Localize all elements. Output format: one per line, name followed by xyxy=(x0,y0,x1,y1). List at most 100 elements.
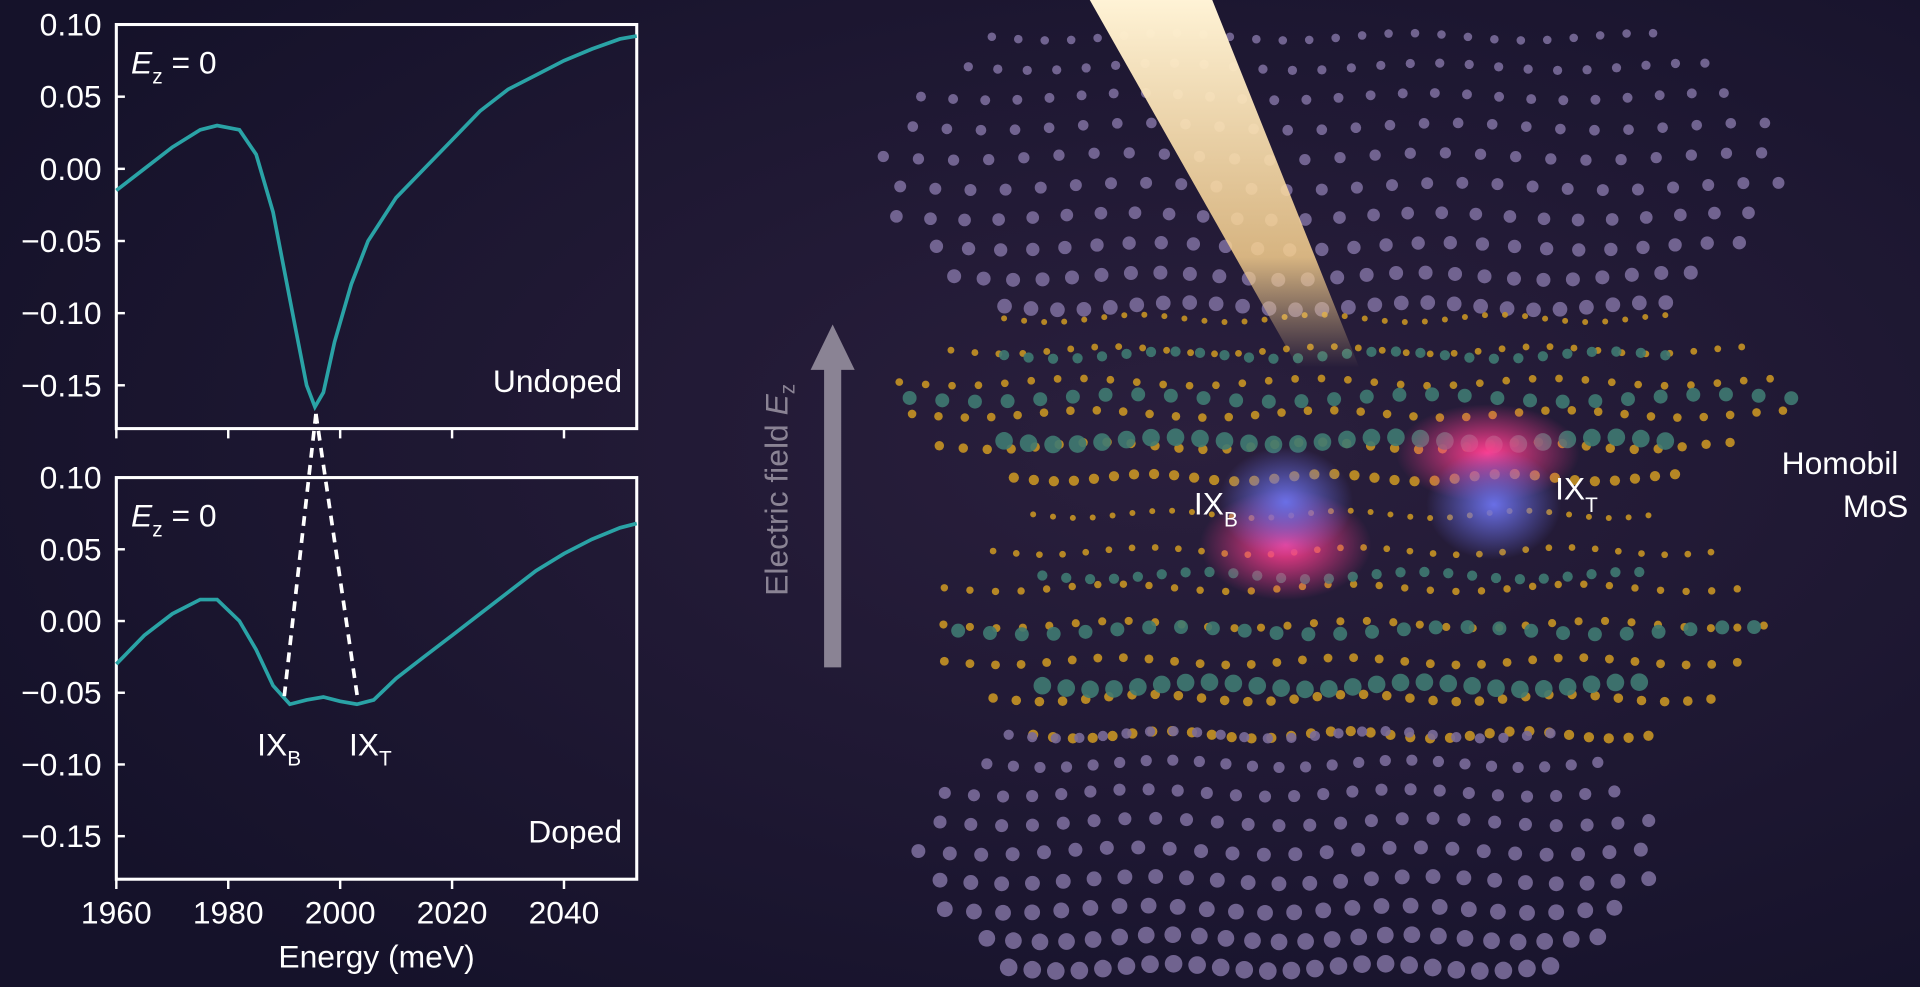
atom xyxy=(877,150,889,163)
atom xyxy=(1405,58,1415,69)
atom xyxy=(1361,315,1368,322)
atom xyxy=(982,444,992,455)
atom xyxy=(1240,434,1258,453)
atom xyxy=(1395,812,1409,826)
atom xyxy=(1508,846,1523,861)
atom xyxy=(1720,147,1733,159)
atom xyxy=(1241,817,1255,831)
atom xyxy=(1423,381,1431,390)
y-tick-label: −0.05 xyxy=(21,223,102,259)
atom xyxy=(1040,36,1050,45)
atom xyxy=(983,626,997,640)
atom xyxy=(1366,346,1377,358)
atom xyxy=(1272,679,1290,697)
atom xyxy=(991,587,1000,596)
atom xyxy=(1504,726,1515,737)
atom xyxy=(963,62,973,72)
atom xyxy=(1373,898,1390,914)
atom xyxy=(994,876,1010,892)
atom xyxy=(1552,301,1568,317)
atom xyxy=(1261,316,1268,323)
atom xyxy=(1105,546,1113,554)
atom xyxy=(1382,409,1392,419)
atom xyxy=(961,241,976,256)
atom xyxy=(1630,657,1640,666)
atom xyxy=(1474,696,1485,706)
atom xyxy=(1630,673,1649,691)
atom xyxy=(1235,960,1254,979)
atom xyxy=(1603,733,1614,744)
atom xyxy=(1201,317,1208,324)
atom xyxy=(1477,587,1486,595)
atom xyxy=(1060,761,1073,773)
atom xyxy=(1397,88,1408,99)
atom xyxy=(1463,32,1473,42)
atom xyxy=(1621,392,1635,407)
atom xyxy=(1683,696,1693,706)
atom xyxy=(1537,212,1551,226)
atom xyxy=(941,123,953,135)
atom xyxy=(1569,474,1580,486)
atom xyxy=(1190,927,1208,945)
atom xyxy=(995,432,1013,450)
atom xyxy=(1565,272,1580,287)
atom xyxy=(929,239,944,253)
atom xyxy=(1193,755,1205,768)
annotation: Ez = 0 xyxy=(131,45,217,89)
atom xyxy=(1076,90,1087,101)
atom xyxy=(1108,88,1119,99)
atom xyxy=(1036,551,1043,559)
atom xyxy=(1148,468,1160,480)
atom xyxy=(1034,761,1046,774)
atom xyxy=(1303,406,1313,415)
atom xyxy=(1673,413,1682,422)
atom xyxy=(958,443,968,453)
atom xyxy=(1111,928,1129,946)
atom xyxy=(1042,585,1051,593)
atom xyxy=(1336,617,1345,626)
atom xyxy=(1562,571,1573,582)
atom xyxy=(1282,961,1301,980)
atom xyxy=(1367,208,1380,222)
atom xyxy=(1456,870,1472,886)
atom xyxy=(1402,349,1410,357)
atom xyxy=(1715,620,1730,635)
atom xyxy=(1409,412,1418,421)
atom xyxy=(1006,272,1021,287)
y-tick-label: 0.05 xyxy=(40,79,102,115)
atom xyxy=(1539,242,1554,256)
atom xyxy=(1058,240,1072,255)
atom xyxy=(1299,213,1312,226)
atom xyxy=(1011,695,1022,706)
atom xyxy=(1627,618,1636,627)
atom xyxy=(1315,183,1328,196)
atom xyxy=(1145,346,1157,358)
atom xyxy=(1194,844,1209,859)
atom xyxy=(1386,179,1399,192)
atom xyxy=(1230,624,1239,633)
atom xyxy=(1320,680,1338,698)
field-label-text: Electric field xyxy=(758,415,794,595)
atom xyxy=(1526,94,1537,105)
atom xyxy=(1522,343,1530,351)
atom xyxy=(1156,569,1167,580)
atom xyxy=(924,212,937,226)
atom xyxy=(1460,620,1475,635)
atom xyxy=(983,154,995,166)
atom xyxy=(1596,184,1609,197)
atom xyxy=(1389,474,1400,486)
atom xyxy=(1364,814,1378,828)
atom xyxy=(1554,580,1562,589)
atom xyxy=(1359,267,1374,282)
atom xyxy=(1747,620,1762,635)
atom xyxy=(1303,818,1317,832)
atom xyxy=(1106,375,1115,384)
atom xyxy=(1657,122,1668,133)
atom xyxy=(967,789,980,802)
atom xyxy=(1624,267,1639,282)
atom xyxy=(1635,347,1646,359)
atom xyxy=(1590,94,1601,105)
atom xyxy=(1012,550,1020,557)
